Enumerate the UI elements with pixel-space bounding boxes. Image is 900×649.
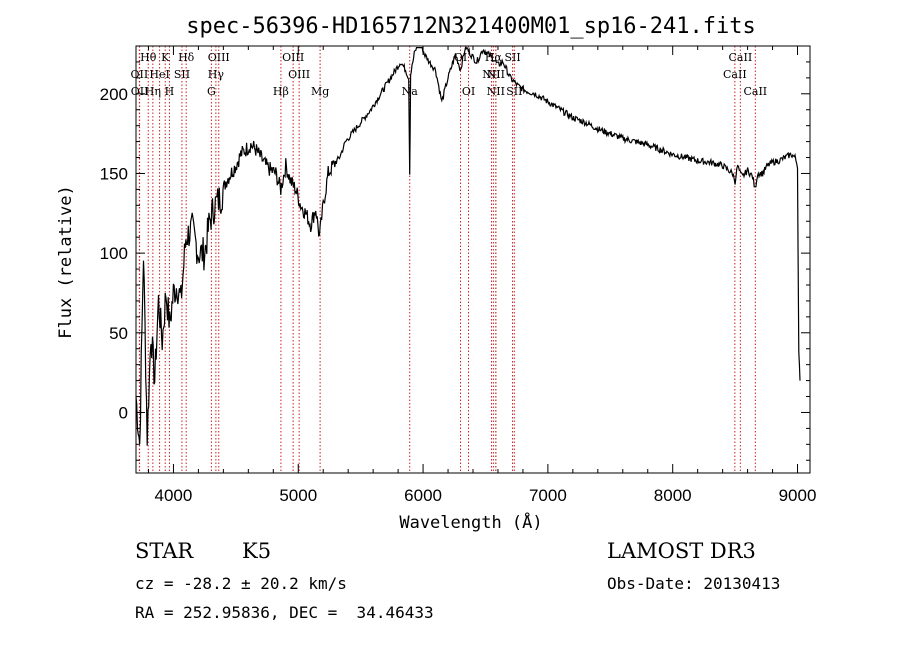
spectral-line-label: Hγ (208, 68, 225, 81)
object-subclass: K5 (242, 539, 272, 563)
spectral-line-label: OIII (208, 51, 230, 64)
y-axis-label: Flux (relative) (56, 185, 76, 339)
redshift-cz: cz = -28.2 ± 20.2 km/s (135, 574, 347, 593)
spectral-line-label: Hα (485, 51, 503, 64)
spectral-line-label: OIII (282, 51, 304, 64)
y-tick-label: 150 (100, 164, 128, 183)
spectral-line-label: NII (487, 85, 505, 98)
y-tick-label: 100 (100, 244, 128, 263)
y-tick-label: 50 (109, 324, 128, 343)
x-axis-label: Wavelength (Å) (399, 511, 542, 533)
y-tick-label: 0 (119, 403, 128, 422)
spectral-line-label: G (207, 85, 216, 98)
spectral-line-label: CaII (743, 85, 767, 98)
spectral-line-label: H (165, 85, 175, 98)
observation-date: Obs-Date: 20130413 (607, 574, 781, 593)
x-tick-label: 4000 (155, 486, 193, 505)
coordinates: RA = 252.95836, DEC = 34.46433 (135, 603, 434, 622)
x-tick-label: 8000 (654, 486, 692, 505)
spectral-line-label: K (161, 51, 170, 64)
spectral-line-label: Hβ (273, 85, 289, 98)
spectral-line-label: NII (487, 68, 505, 81)
spectral-line-label: OII (131, 68, 149, 81)
spectral-line-label: Hθ (140, 51, 157, 64)
spectral-line-label: HeI (149, 68, 169, 81)
x-tick-label: 6000 (404, 486, 442, 505)
y-tick-label: 200 (100, 85, 128, 104)
spectral-line-label: Na (402, 85, 419, 98)
plot-frame (135, 45, 811, 474)
object-type: STAR (135, 539, 194, 563)
x-tick-label: 5000 (279, 486, 317, 505)
spectral-line-label: SII (504, 51, 520, 64)
survey-name: LAMOST DR3 (607, 539, 756, 563)
spectral-line-label: SII (506, 85, 522, 98)
spectral-line-label: Hδ (178, 51, 195, 64)
spectral-line-label: CaII (723, 68, 747, 81)
spectrum-line (135, 45, 801, 446)
chart-title: spec-56396-HD165712N321400M01_sp16-241.f… (186, 14, 756, 39)
x-tick-label: 7000 (529, 486, 567, 505)
spectral-line-label: OII (131, 85, 149, 98)
spectral-line-label: NII (482, 68, 500, 81)
spectral-line-label: OI (454, 51, 467, 64)
spectral-line-label: SII (174, 68, 190, 81)
spectral-line-label: Mg (311, 85, 329, 98)
x-tick-label: 9000 (779, 486, 817, 505)
spectral-line-label: Hη (145, 85, 161, 98)
spectral-line-label: CaII (729, 51, 753, 64)
spectral-line-label: OI (462, 85, 475, 98)
spectral-line-label: OIII (288, 68, 310, 81)
